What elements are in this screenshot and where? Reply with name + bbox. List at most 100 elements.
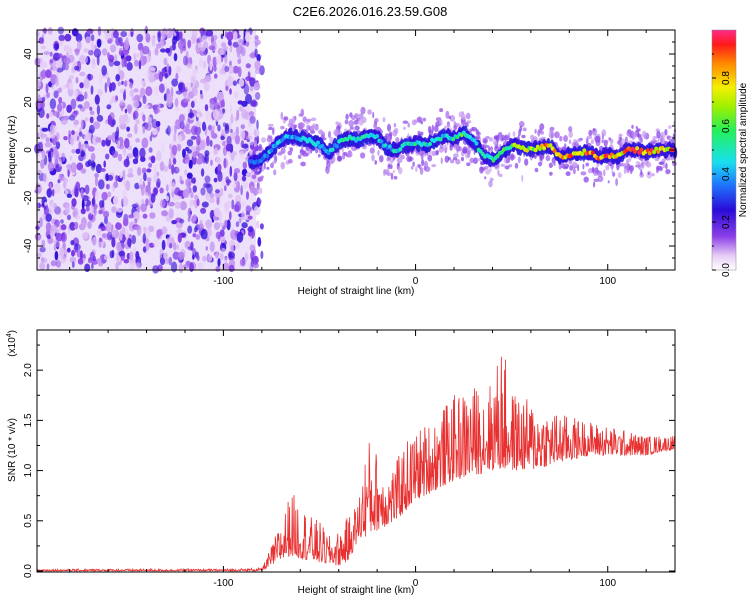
noise-blob	[46, 113, 50, 119]
noise-blob	[205, 29, 214, 37]
ridge-halo	[449, 144, 453, 151]
ridge-halo	[427, 154, 433, 162]
noise-blob	[236, 231, 244, 243]
noise-blob	[130, 262, 137, 268]
noise-blob	[254, 35, 259, 41]
noise-blob	[133, 225, 141, 231]
ridge-halo	[268, 126, 273, 131]
noise-blob	[163, 165, 169, 172]
ridge-halo	[439, 108, 444, 113]
noise-blob	[159, 257, 166, 266]
ridge-halo	[568, 139, 572, 145]
spectrogram-ridge-layer	[248, 106, 678, 188]
noise-blob	[186, 149, 192, 154]
noise-blob	[220, 135, 225, 141]
noise-blob	[190, 241, 194, 251]
ridge-halo	[530, 134, 535, 140]
noise-blob	[111, 237, 116, 248]
noise-blob	[36, 169, 43, 176]
noise-blob	[232, 41, 239, 48]
ridge-halo	[461, 156, 464, 162]
noise-blob	[255, 42, 258, 48]
ridge-halo	[420, 120, 424, 125]
noise-blob	[226, 76, 234, 87]
noise-blob	[92, 236, 97, 246]
noise-blob	[149, 135, 153, 142]
ridge-halo	[407, 122, 411, 128]
noise-blob	[178, 135, 183, 143]
noise-blob	[239, 258, 246, 267]
noise-blob	[49, 111, 54, 117]
ridge-halo	[412, 161, 415, 167]
noise-blob	[189, 262, 194, 273]
ridge-core	[590, 150, 595, 155]
noise-blob	[216, 91, 224, 102]
noise-blob	[72, 210, 77, 218]
noise-blob	[260, 250, 264, 260]
noise-blob	[233, 171, 238, 182]
noise-blob	[115, 95, 118, 102]
noise-blob	[190, 125, 198, 136]
ridge-halo	[371, 154, 375, 162]
noise-blob	[78, 141, 82, 152]
noise-blob	[71, 250, 75, 257]
ridge-halo	[474, 135, 481, 140]
noise-blob	[174, 98, 179, 107]
noise-blob	[66, 52, 69, 58]
noise-blob	[168, 256, 173, 266]
noise-blob	[227, 39, 232, 46]
noise-blob	[111, 206, 117, 213]
spectrogram-panel: -100 0 100 -40 -20 0 20 40 Height of straight …	[7, 25, 678, 297]
noise-blob	[61, 234, 66, 241]
noise-blob	[58, 34, 66, 41]
noise-blob	[182, 97, 190, 103]
noise-blob	[73, 119, 80, 126]
ridge-halo	[456, 145, 459, 154]
noise-blob	[75, 148, 81, 154]
ridge-halo	[263, 161, 266, 170]
noise-blob	[178, 114, 185, 123]
noise-blob	[217, 124, 221, 132]
noise-blob	[113, 30, 119, 39]
noise-blob	[157, 31, 161, 43]
ridge-halo	[585, 162, 589, 167]
noise-blob	[34, 233, 42, 241]
noise-blob	[200, 93, 204, 100]
noise-blob	[257, 236, 262, 247]
noise-blob	[69, 155, 73, 161]
noise-blob	[60, 117, 68, 125]
ridge-halo	[344, 119, 349, 125]
ridge-halo	[396, 157, 403, 164]
noise-blob	[178, 82, 183, 91]
ridge-halo	[476, 157, 482, 162]
noise-blob	[152, 38, 156, 47]
spectrogram-x-ticks: -100 0 100	[69, 30, 647, 287]
noise-blob	[115, 37, 121, 46]
noise-blob	[100, 222, 104, 228]
noise-blob	[71, 149, 76, 154]
noise-blob	[187, 217, 191, 222]
noise-blob	[125, 180, 131, 192]
noise-blob	[89, 110, 95, 116]
noise-blob	[77, 104, 83, 109]
ridge-core	[580, 151, 585, 157]
ridge-halo	[559, 135, 563, 142]
noise-blob	[148, 67, 156, 72]
noise-blob	[206, 135, 210, 147]
snr-y-ticks: 0.0 0.5 1.0 1.5 2.0	[23, 344, 675, 578]
noise-blob	[235, 221, 240, 228]
noise-blob	[90, 41, 95, 51]
noise-blob	[125, 37, 129, 45]
ridge-halo	[402, 120, 409, 124]
ridge-halo	[328, 160, 334, 165]
ridge-halo	[665, 162, 668, 170]
noise-blob	[254, 48, 258, 58]
noise-blob	[202, 182, 210, 189]
ridge-halo	[601, 129, 607, 137]
snr-x-tick-label: 100	[599, 578, 616, 589]
colorbar-tick-label: 0.0	[721, 263, 732, 277]
noise-blob	[44, 142, 52, 148]
noise-blob	[134, 94, 142, 100]
ridge-halo	[453, 153, 459, 158]
noise-blob	[71, 66, 74, 74]
